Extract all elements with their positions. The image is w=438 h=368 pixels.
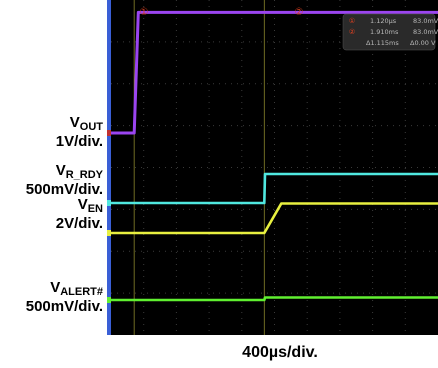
- readout-delta-value: Δ0.00 V: [410, 39, 436, 47]
- cursor-1-marker: ①: [140, 7, 149, 18]
- ven-label-main: V: [77, 196, 88, 213]
- readout-c1-marker: ①: [349, 17, 355, 25]
- vout-label-sub: OUT: [79, 121, 103, 133]
- trace-vout: [111, 10, 438, 135]
- trace-vr-rdy: [111, 172, 438, 205]
- ground-marker-vout: [107, 130, 111, 136]
- vout-scale: 1V/div.: [55, 133, 103, 150]
- cursor-lines: [133, 0, 265, 335]
- readout-c1-time: 1.120µs: [370, 17, 397, 25]
- plot-background: [107, 0, 438, 335]
- readout-c2-value: 83.0mV: [413, 28, 438, 36]
- valert-label-main: V: [50, 279, 61, 296]
- readout-c2-marker: ②: [349, 28, 355, 36]
- vrrdy-label-sub: R_RDY: [65, 169, 103, 181]
- cursor-2-marker: ②: [295, 7, 304, 18]
- readout-delta-time: Δ1.115ms: [366, 39, 399, 47]
- ground-marker-vr-rdy: [107, 200, 111, 206]
- vrrdy-label: VR_RDY: [56, 163, 103, 183]
- valert-label: VALERT#: [50, 280, 103, 300]
- vout-label: VOUT: [70, 115, 103, 135]
- valert-label-sub: ALERT#: [60, 286, 103, 298]
- ground-marker-valert: [107, 297, 111, 303]
- readout-c1-value: 83.0mV: [413, 17, 438, 25]
- ven-label: VEN: [78, 197, 103, 217]
- traces: [107, 10, 438, 303]
- left-blue-bar: [107, 0, 111, 335]
- trace-ven: [111, 202, 438, 235]
- ground-marker-ven: [107, 230, 111, 236]
- vrrdy-scale: 500mV/div.: [25, 181, 103, 198]
- cursor-readout-box: ① 1.120µs 83.0mV ② 1.910ms 83.0mV Δ1.115…: [342, 13, 438, 51]
- vrrdy-label-main: V: [55, 162, 66, 179]
- valert-scale: 500mV/div.: [25, 298, 103, 315]
- x-axis-label: 400µs/div.: [242, 344, 318, 361]
- vout-label-main: V: [69, 114, 80, 131]
- ven-scale: 2V/div.: [55, 215, 103, 232]
- grid: [111, 0, 438, 335]
- trace-valert: [111, 296, 438, 302]
- ven-label-sub: EN: [87, 203, 103, 215]
- readout-c2-time: 1.910ms: [370, 28, 399, 36]
